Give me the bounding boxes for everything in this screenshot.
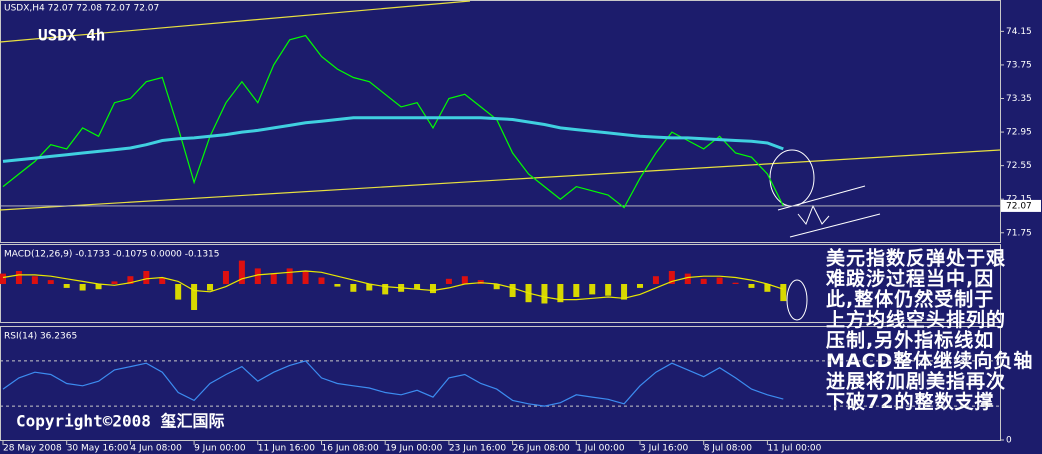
macd-bar: [318, 277, 325, 284]
macd-bar: [382, 284, 389, 295]
data-line: [2, 360, 784, 407]
average-line: [2, 116, 784, 163]
macd-bar: [780, 284, 787, 302]
rsi-frame: [0, 326, 1001, 441]
macd-bar: [748, 284, 755, 288]
annotation-line: 此,整体仍然受制于: [826, 288, 994, 311]
macd-bar: [461, 276, 468, 284]
macd-bar: [238, 260, 245, 284]
trend-lines: [0, 0, 1001, 211]
macd-bar: [159, 277, 166, 284]
channel-line: [789, 213, 881, 238]
x-tick-label: 30 May 16:00: [67, 444, 129, 454]
x-tick-label: 26 Jun 08:00: [513, 444, 570, 454]
macd-bar: [573, 284, 580, 297]
last-price-label: 72.07: [1006, 201, 1032, 211]
circle-note: [786, 279, 808, 321]
macd-bar: [143, 271, 150, 284]
y-tick-label: 72.15: [1006, 195, 1032, 205]
macd-bar: [621, 284, 628, 300]
annotation: 美元指数反弹处于艰难跋涉过程当中,因此,整体仍然受制于上方均线空头排列的压制,另…: [825, 247, 1033, 414]
y-tick-label: 71.75: [1006, 228, 1032, 238]
macd-bar: [254, 268, 261, 284]
macd-bar: [111, 281, 118, 284]
y-tick-label: 73.75: [1006, 60, 1032, 70]
y-tick-label: 72.95: [1006, 128, 1032, 138]
y-tick-label: 73.35: [1006, 94, 1032, 104]
macd-title: MACD(12,26,9) -0.1733 -0.1075 0.0000 -0.…: [4, 250, 220, 260]
watermark: USDX 4h: [38, 26, 105, 45]
macd-bar: [557, 284, 564, 303]
annotation-line: 进展将加剧美指再次: [826, 370, 1006, 393]
macd-bar: [493, 284, 500, 290]
macd-bar: [175, 284, 182, 300]
annotation-line: 压制,另外指标线如: [826, 329, 994, 352]
x-tick-label: 3 Jul 16:00: [640, 444, 689, 454]
macd-bar: [652, 276, 659, 284]
trend-line: [0, 149, 1001, 211]
x-tick-label: 23 Jun 16:00: [449, 444, 506, 454]
x-tick-label: 28 May 2008: [3, 444, 62, 454]
macd-bar: [286, 268, 293, 284]
macd-bar: [589, 284, 596, 295]
macd-bar: [732, 282, 739, 284]
macd-bar: [63, 284, 70, 288]
y-tick-label: 74.15: [1006, 27, 1032, 37]
last-price-box: [1001, 199, 1041, 212]
annotation-line: MACD整体继续向负轴: [826, 349, 1033, 372]
macd-bar: [414, 284, 421, 290]
annotation-line: 上方均线空头排列的: [826, 308, 1006, 331]
macd-bar: [350, 284, 357, 292]
annotation-line: 下破72的整数支撑: [826, 390, 994, 413]
x-tick-label: 11 Jun 16:00: [258, 444, 315, 454]
macd-bar: [31, 276, 38, 284]
macd-bar: [637, 284, 643, 288]
macd-bar: [334, 284, 341, 287]
symbol-header: USDX,H4 72.07 72.08 72.07 72.07: [4, 4, 159, 14]
x-tick-label: 8 Jul 08:00: [704, 444, 753, 454]
price-frame: [0, 0, 1001, 243]
copyright: Copyright©2008 玺汇国际: [16, 412, 225, 431]
y-tick-label: 72.55: [1006, 161, 1032, 171]
annotation-line: 难跋涉过程当中,因: [825, 267, 994, 290]
macd-bar: [764, 284, 771, 292]
macd-bar: [222, 271, 229, 284]
macd-bar: [477, 280, 484, 284]
macd-bar: [684, 273, 691, 284]
x-tick-label: 11 Jul 00:00: [767, 444, 821, 454]
macd-bar: [0, 273, 6, 284]
macd-bar: [541, 284, 548, 304]
macd-bar: [15, 271, 22, 284]
x-tick-label: 4 Jun 08:00: [130, 444, 182, 454]
macd-bar: [191, 284, 198, 310]
macd-bar: [302, 271, 309, 284]
data-line: [2, 34, 784, 209]
macd-bar: [445, 278, 452, 284]
macd-bar: [716, 277, 723, 284]
macd-bar: [47, 280, 54, 284]
macd-bar: [127, 276, 134, 284]
macd-bar: [429, 284, 436, 294]
macd-bar: [207, 284, 214, 291]
rsi-title: RSI(14) 36.2365: [4, 332, 77, 342]
x-tick-label: 9 Jun 00:00: [194, 444, 246, 454]
x-tick-label: 1 Jul 00:00: [576, 444, 625, 454]
signal-line: [2, 270, 784, 301]
macd-bar: [509, 284, 516, 297]
x-tick-label: 16 Jun 08:00: [322, 444, 379, 454]
macd-bar: [270, 273, 277, 284]
macd-bar: [668, 271, 675, 284]
macd-bar: [79, 284, 86, 291]
macd-bar: [95, 284, 102, 290]
macd-bar: [366, 284, 373, 291]
macd-bar: [700, 278, 707, 284]
annotation-line: 美元指数反弹处于艰: [826, 247, 1006, 270]
macd-bar: [605, 284, 612, 296]
y-tick-label: 0: [1006, 436, 1012, 446]
trend-line: [0, 0, 471, 43]
x-tick-label: 19 Jun 00:00: [385, 444, 442, 454]
